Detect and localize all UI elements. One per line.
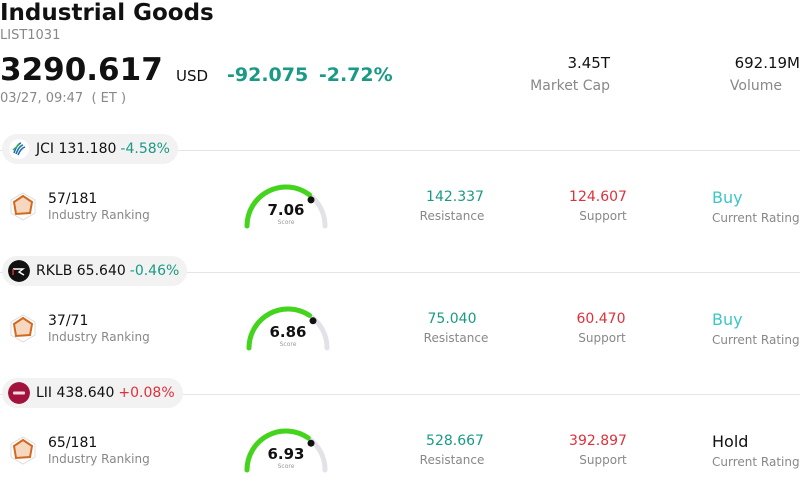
index-change-value: -92.075: [227, 64, 309, 86]
index-code: LIST1031: [0, 28, 61, 43]
current-rating-value: Buy: [712, 188, 743, 207]
support-value: 60.470: [576, 311, 626, 327]
row-separator: [0, 394, 800, 395]
stock-price: 131.180: [58, 141, 117, 157]
market-cap-label: Market Cap: [530, 78, 610, 94]
stock-change: -4.58%: [120, 141, 170, 157]
score-value: 6.86: [269, 323, 307, 341]
stock-ticker: JCI: [36, 141, 55, 157]
index-change: -92.075 -2.72%: [227, 64, 393, 86]
score-gauge: [241, 424, 331, 478]
current-rating-label: Current Rating: [712, 211, 800, 225]
resistance-label: Resistance: [419, 453, 485, 467]
index-change-pct: -2.72%: [318, 64, 393, 86]
stock-chip[interactable]: LII 438.640 +0.08%: [2, 378, 183, 408]
stock-change: +0.08%: [118, 385, 175, 401]
support-value: 124.607: [569, 189, 627, 205]
current-rating-label: Current Rating: [712, 333, 800, 347]
score-label: Score: [277, 219, 295, 226]
industry-ranking-value: 57/181: [48, 191, 98, 207]
score-label: Score: [279, 341, 297, 348]
volume-value: 692.19M: [734, 54, 800, 72]
resistance-label: Resistance: [419, 209, 485, 223]
resistance-value: 75.040: [427, 311, 477, 327]
resistance-label: Resistance: [423, 331, 489, 345]
ranking-icon: [8, 435, 38, 469]
current-rating-value: Buy: [712, 310, 743, 329]
market-cap-value: 3.45T: [567, 54, 610, 72]
currency-label: USD: [176, 67, 209, 85]
industry-ranking-label: Industry Ranking: [48, 330, 150, 344]
stock-ticker: RKLB: [36, 263, 73, 279]
industry-ranking-value: 65/181: [48, 435, 98, 451]
row-separator: [0, 272, 800, 273]
page-title: Industrial Goods: [0, 0, 214, 26]
current-rating-value: Hold: [712, 432, 749, 451]
support-value: 392.897: [569, 433, 627, 449]
stock-chip[interactable]: JCI 131.180 -4.58%: [2, 134, 178, 164]
lennox-icon: [8, 382, 30, 404]
score-gauge: [243, 302, 333, 356]
row-separator: [0, 150, 800, 151]
stock-price: 65.640: [76, 263, 126, 279]
ranking-icon: [8, 313, 38, 347]
score-value: 7.06: [267, 201, 305, 219]
support-label: Support: [578, 331, 626, 345]
volume-label: Volume: [729, 78, 782, 94]
score-value: 6.93: [267, 445, 305, 463]
industry-ranking-label: Industry Ranking: [48, 452, 150, 466]
support-label: Support: [579, 453, 627, 467]
timestamp: 03/27, 09:47 ( ET ): [0, 91, 127, 106]
stock-change: -0.46%: [129, 263, 180, 279]
industry-ranking-value: 37/71: [48, 313, 89, 329]
rocketlab-icon: [8, 260, 30, 282]
support-label: Support: [579, 209, 627, 223]
stock-chip[interactable]: RKLB 65.640 -0.46%: [2, 256, 188, 286]
score-gauge: [241, 180, 331, 234]
score-label: Score: [277, 463, 295, 470]
resistance-value: 142.337: [426, 189, 484, 205]
ranking-icon: [8, 191, 38, 225]
index-price: 3290.617: [0, 52, 163, 88]
resistance-value: 528.667: [426, 433, 484, 449]
current-rating-label: Current Rating: [712, 455, 800, 469]
jci-globe-icon: [8, 138, 30, 160]
stock-ticker: LII: [36, 385, 53, 401]
stock-price: 438.640: [56, 385, 115, 401]
industry-ranking-label: Industry Ranking: [48, 208, 150, 222]
